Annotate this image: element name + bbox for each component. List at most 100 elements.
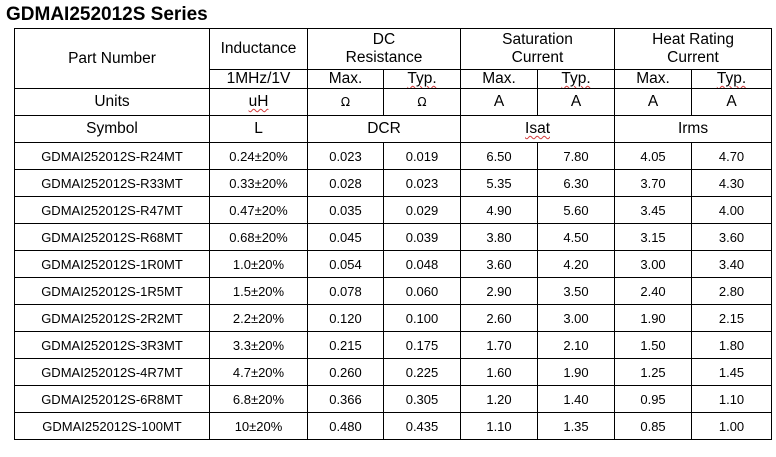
- table-row: GDMAI252012S-1R5MT 1.5±20% 0.078 0.060 2.90 3…: [14, 277, 773, 305]
- cell-inductance: 0.47±20%: [209, 196, 308, 224]
- cell-irms-typ: 2.15: [691, 304, 773, 332]
- header-heat-line2: Current: [667, 49, 719, 66]
- units-irms-typ: A: [691, 88, 773, 116]
- cell-dcr-typ: 0.435: [383, 412, 461, 440]
- cell-dcr-typ: 0.019: [383, 142, 461, 170]
- cell-isat-typ: 1.35: [536, 412, 616, 440]
- units-dcr-typ: Ω: [383, 88, 461, 116]
- cell-irms-typ: 4.00: [691, 196, 773, 224]
- header-irms-max: Max.: [614, 69, 693, 89]
- cell-dcr-typ: 0.175: [383, 331, 461, 359]
- cell-isat-typ: 4.50: [536, 223, 616, 251]
- header-row-1: Part Number Inductance DC Resistance Sat…: [14, 28, 773, 89]
- ohm-symbol: Ω: [340, 95, 351, 109]
- cell-isat-typ: 4.20: [536, 250, 616, 278]
- header-test-condition: 1MHz/1V: [209, 69, 308, 89]
- cell-irms-max: 1.25: [614, 358, 693, 386]
- cell-dcr-typ: 0.225: [383, 358, 461, 386]
- cell-isat-typ: 2.10: [536, 331, 616, 359]
- units-label: Units: [14, 88, 210, 116]
- symbol-isat: Isat: [459, 115, 616, 143]
- spec-table: Part Number Inductance DC Resistance Sat…: [14, 28, 773, 440]
- header-isat-typ: Typ.: [536, 69, 616, 89]
- cell-dcr-typ: 0.023: [383, 169, 461, 197]
- cell-part-number: GDMAI252012S-6R8MT: [14, 385, 210, 413]
- cell-irms-typ: 4.70: [691, 142, 773, 170]
- cell-isat-max: 4.90: [460, 196, 538, 224]
- header-saturation-current: Saturation Current: [459, 28, 616, 70]
- cell-isat-typ: 6.30: [536, 169, 616, 197]
- symbol-label: Symbol: [14, 115, 210, 143]
- cell-irms-max: 3.00: [614, 250, 693, 278]
- cell-inductance: 1.5±20%: [209, 277, 308, 305]
- header-inductance: Inductance: [209, 28, 308, 70]
- table-row: GDMAI252012S-3R3MT 3.3±20% 0.215 0.175 1.70 2…: [14, 331, 773, 359]
- cell-isat-typ: 3.50: [536, 277, 616, 305]
- units-dcr-max: Ω: [307, 88, 384, 116]
- header-saturation-line1: Saturation: [502, 31, 573, 48]
- header-dcr-typ: Typ.: [383, 69, 461, 89]
- cell-isat-max: 1.70: [460, 331, 538, 359]
- cell-inductance: 2.2±20%: [209, 304, 308, 332]
- cell-part-number: GDMAI252012S-R47MT: [14, 196, 210, 224]
- header-dc-resistance: DC Resistance: [307, 28, 461, 70]
- units-row: Units uH Ω Ω A A A A: [14, 88, 773, 116]
- cell-part-number: GDMAI252012S-4R7MT: [14, 358, 210, 386]
- cell-isat-typ: 3.00: [536, 304, 616, 332]
- cell-dcr-typ: 0.060: [383, 277, 461, 305]
- series-title: GDMAI252012S Series: [6, 4, 208, 25]
- cell-irms-max: 1.50: [614, 331, 693, 359]
- table-row: GDMAI252012S-1R0MT 1.0±20% 0.054 0.048 3.60 4…: [14, 250, 773, 278]
- cell-part-number: GDMAI252012S-2R2MT: [14, 304, 210, 332]
- table-row: GDMAI252012S-R33MT 0.33±20% 0.028 0.023 5.35…: [14, 169, 773, 197]
- header-isat-typ-label: Typ.: [561, 70, 591, 87]
- cell-part-number: GDMAI252012S-R33MT: [14, 169, 210, 197]
- cell-dcr-max: 0.045: [307, 223, 384, 251]
- cell-isat-max: 1.20: [460, 385, 538, 413]
- cell-part-number: GDMAI252012S-R24MT: [14, 142, 210, 170]
- cell-irms-max: 1.90: [614, 304, 693, 332]
- cell-dcr-max: 0.028: [307, 169, 384, 197]
- cell-dcr-typ: 0.100: [383, 304, 461, 332]
- cell-dcr-max: 0.120: [307, 304, 384, 332]
- cell-inductance: 0.33±20%: [209, 169, 308, 197]
- cell-isat-typ: 1.90: [536, 358, 616, 386]
- cell-irms-typ: 2.80: [691, 277, 773, 305]
- table-row: GDMAI252012S-100MT 10±20% 0.480 0.435 1.10 1.…: [14, 412, 773, 440]
- header-part-number: Part Number: [14, 28, 210, 89]
- cell-irms-max: 3.15: [614, 223, 693, 251]
- header-dcr-max: Max.: [307, 69, 384, 89]
- symbol-isat-label: Isat: [525, 120, 550, 137]
- cell-part-number: GDMAI252012S-1R0MT: [14, 250, 210, 278]
- cell-dcr-typ: 0.048: [383, 250, 461, 278]
- cell-dcr-max: 0.480: [307, 412, 384, 440]
- cell-irms-typ: 1.45: [691, 358, 773, 386]
- header-heat-line1: Heat Rating: [652, 31, 734, 48]
- cell-inductance: 4.7±20%: [209, 358, 308, 386]
- cell-irms-max: 0.85: [614, 412, 693, 440]
- cell-isat-typ: 7.80: [536, 142, 616, 170]
- cell-isat-max: 2.60: [460, 304, 538, 332]
- units-isat-max: A: [460, 88, 538, 116]
- table-row: GDMAI252012S-4R7MT 4.7±20% 0.260 0.225 1.60 1…: [14, 358, 773, 386]
- header-isat-max: Max.: [460, 69, 538, 89]
- cell-part-number: GDMAI252012S-R68MT: [14, 223, 210, 251]
- cell-irms-max: 3.45: [614, 196, 693, 224]
- cell-irms-max: 3.70: [614, 169, 693, 197]
- cell-isat-typ: 1.40: [536, 385, 616, 413]
- cell-irms-typ: 1.80: [691, 331, 773, 359]
- table-row: GDMAI252012S-R68MT 0.68±20% 0.045 0.039 3.80…: [14, 223, 773, 251]
- table-row: GDMAI252012S-2R2MT 2.2±20% 0.120 0.100 2.60 3…: [14, 304, 773, 332]
- ohm-symbol: Ω: [417, 95, 427, 109]
- symbol-row: Symbol L DCR Isat Irms: [14, 115, 773, 143]
- cell-dcr-max: 0.260: [307, 358, 384, 386]
- cell-isat-max: 3.60: [460, 250, 538, 278]
- cell-dcr-max: 0.215: [307, 331, 384, 359]
- units-isat-typ: A: [536, 88, 616, 116]
- cell-dcr-max: 0.078: [307, 277, 384, 305]
- cell-isat-typ: 5.60: [536, 196, 616, 224]
- symbol-inductance: L: [209, 115, 308, 143]
- cell-dcr-typ: 0.305: [383, 385, 461, 413]
- cell-irms-max: 0.95: [614, 385, 693, 413]
- cell-isat-max: 3.80: [460, 223, 538, 251]
